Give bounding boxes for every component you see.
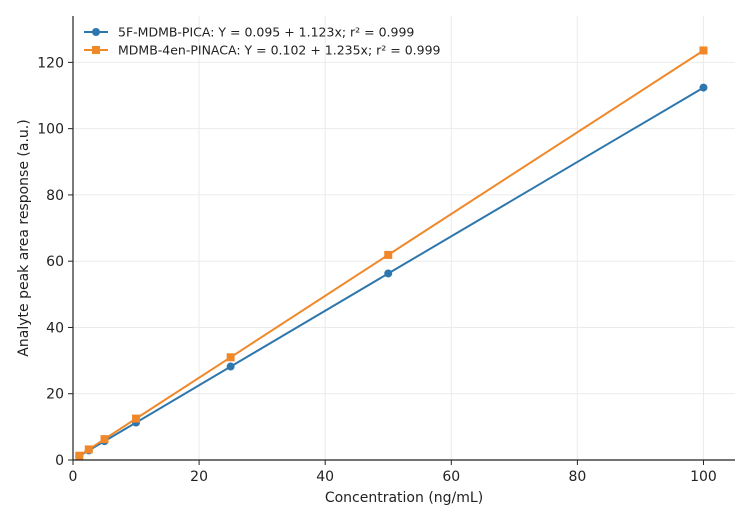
y-tick-label: 100 [37,122,64,138]
y-tick-label: 40 [46,320,64,336]
axes [72,16,735,461]
y-tick-label: 80 [46,188,64,204]
data-point [226,353,235,362]
grid [72,16,735,461]
ticks: 0 20 40 60 80 100 0 20 40 60 80 100 120 [37,55,717,485]
y-tick-label: 20 [46,387,64,403]
series-1 [75,83,708,461]
legend-marker [92,28,100,36]
y-tick-label: 60 [46,254,64,270]
x-tick-label: 60 [442,469,460,485]
data-point [75,451,84,460]
data-point [384,269,393,278]
data-point [84,445,93,454]
x-tick-label: 40 [316,469,334,485]
legend-label: 5F-MDMB-PICA: Y = 0.095 + 1.123x; r² = 0… [118,25,414,40]
x-axis-label: Concentration (ng/mL) [325,490,483,506]
y-tick-label: 0 [55,453,64,469]
data-point [699,46,708,55]
data-point [384,250,393,259]
x-tick-label: 100 [690,469,717,485]
legend-marker [92,46,100,54]
x-tick-label: 0 [69,469,78,485]
x-tick-label: 20 [190,469,208,485]
data-point [100,435,109,444]
legend-item: MDMB-4en-PINACA: Y = 0.102 + 1.235x; r² … [84,43,441,58]
data-point [226,362,235,371]
legend: 5F-MDMB-PICA: Y = 0.095 + 1.123x; r² = 0… [84,25,441,58]
legend-item: 5F-MDMB-PICA: Y = 0.095 + 1.123x; r² = 0… [84,25,414,40]
data-point [132,414,141,423]
y-axis-label: Analyte peak area response (a.u.) [16,119,32,356]
y-tick-label: 120 [37,55,64,71]
x-tick-label: 80 [568,469,586,485]
data-point [699,83,708,92]
series-2 [75,46,708,460]
legend-label: MDMB-4en-PINACA: Y = 0.102 + 1.235x; r² … [118,43,441,58]
series-layer [75,46,708,461]
